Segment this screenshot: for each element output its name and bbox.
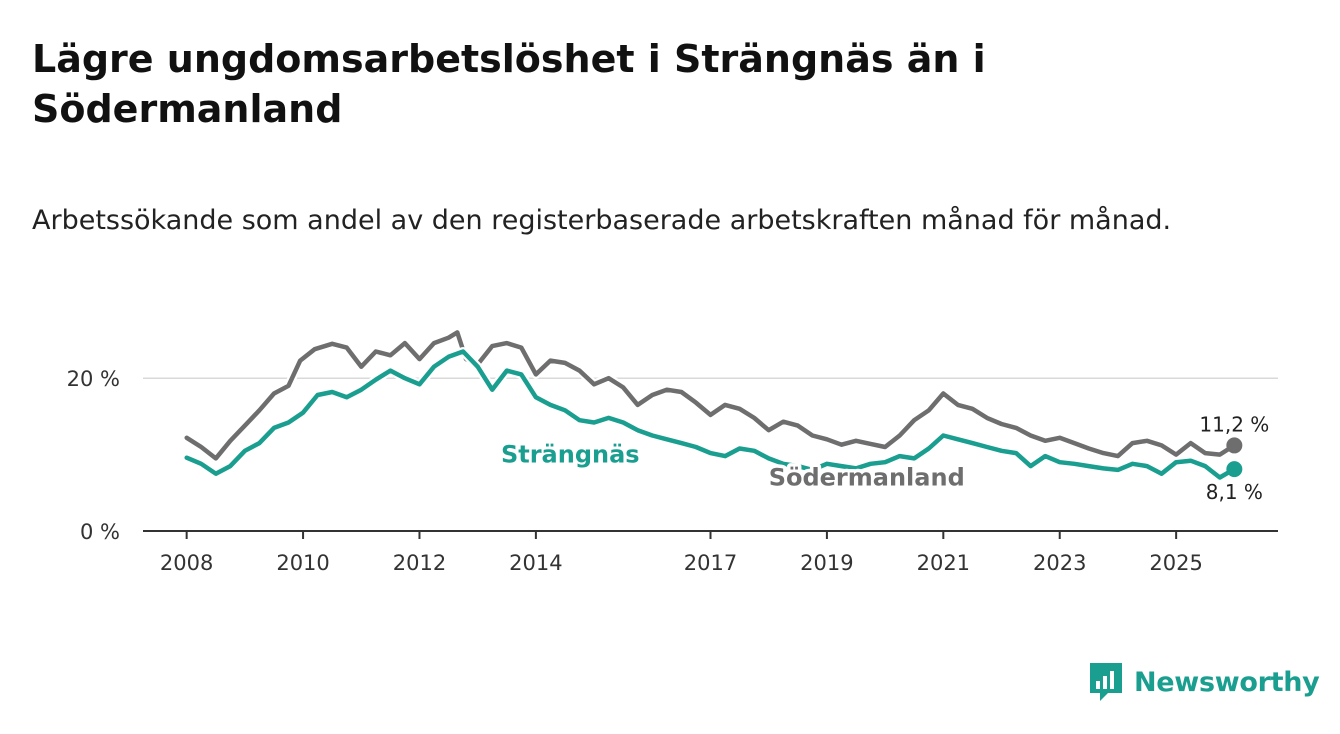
series-end-point: [1226, 437, 1243, 454]
series-label: Södermanland: [769, 464, 965, 492]
series-end-label: 8,1 %: [1206, 480, 1263, 504]
x-tick-label: 2014: [509, 551, 562, 575]
series-end-label: 11,2 %: [1199, 412, 1269, 436]
x-tick-label: 2023: [1033, 551, 1086, 575]
series-label-halo: Strängnäs: [501, 441, 640, 469]
y-tick-label: 0 %: [80, 520, 120, 544]
series-label-halo: Södermanland: [769, 464, 965, 492]
x-tick-label: 2012: [393, 551, 446, 575]
series-label: Strängnäs: [501, 441, 640, 469]
brand-logo: Newsworthy: [1088, 660, 1320, 704]
series-end-point: [1226, 461, 1243, 478]
x-tick-label: 2017: [684, 551, 737, 575]
x-tick-label: 2010: [276, 551, 329, 575]
x-tick-label: 2019: [800, 551, 853, 575]
y-tick-label: 20 %: [67, 367, 120, 391]
series-line-strängnäs: [184, 349, 1237, 480]
brand-name: Newsworthy: [1134, 666, 1320, 698]
x-tick-label: 2025: [1149, 551, 1202, 575]
chart-title: Lägre ungdomsarbetslöshet i Strängnäs än…: [32, 37, 986, 131]
x-tick-label: 2008: [160, 551, 213, 575]
newsworthy-logo-icon: [1090, 663, 1122, 701]
series-line-södermanland: [184, 330, 1237, 461]
chart-subtitle: Arbetssökande som andel av den registerb…: [32, 205, 1172, 236]
x-tick-label: 2021: [917, 551, 970, 575]
